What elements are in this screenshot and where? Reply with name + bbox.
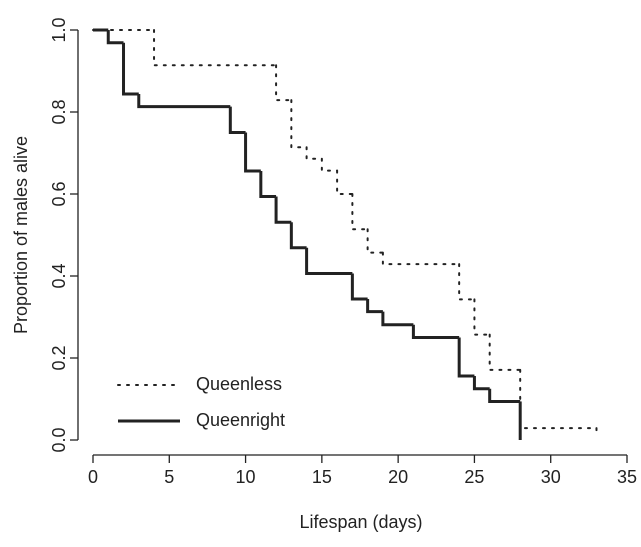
step-segment	[122, 42, 139, 96]
step-segment	[366, 298, 383, 314]
step-segment	[305, 146, 323, 160]
step-segment	[411, 324, 460, 339]
step-segment	[366, 228, 384, 254]
step-segment	[488, 333, 522, 371]
step-segment	[381, 251, 461, 266]
step-segment	[336, 169, 354, 195]
y-tick-label: 0.4	[49, 263, 69, 288]
step-segment	[488, 388, 521, 403]
x-tick-label: 5	[164, 467, 174, 487]
step-segment	[228, 106, 246, 134]
step-segment	[274, 196, 292, 224]
step-segment	[153, 29, 278, 67]
step-segment	[457, 337, 475, 378]
step-segment	[137, 93, 231, 109]
step-segment	[244, 132, 261, 173]
y-tick-label: 1.0	[49, 17, 69, 42]
y-tick-label: 0.8	[49, 99, 69, 124]
y-tick-label: 0.0	[49, 427, 69, 452]
y-tick-label: 0.6	[49, 181, 69, 206]
x-tick-label: 15	[312, 467, 332, 487]
x-tick-label: 30	[541, 467, 561, 487]
step-segment	[381, 311, 414, 327]
step-segment	[259, 171, 277, 198]
step-segment	[473, 298, 491, 336]
step-segment	[320, 157, 339, 172]
x-tick-label: 10	[236, 467, 256, 487]
x-axis-label: Lifespan (days)	[299, 512, 422, 532]
y-axis-label: Proportion of males alive	[11, 136, 31, 334]
x-tick-label: 35	[617, 467, 637, 487]
step-segment	[305, 247, 353, 276]
legend-label: Queenless	[196, 374, 282, 394]
x-tick-label: 25	[464, 467, 484, 487]
step-segment	[351, 193, 369, 231]
x-tick-label: 0	[88, 467, 98, 487]
step-segment	[275, 64, 293, 102]
step-segment	[519, 368, 598, 430]
step-segment	[290, 99, 308, 149]
step-segment	[289, 222, 307, 250]
x-tick-label: 20	[388, 467, 408, 487]
y-tick-label: 0.2	[49, 345, 69, 370]
step-segment	[106, 30, 124, 45]
legend-label: Queenright	[196, 410, 285, 430]
step-segment	[458, 263, 476, 301]
step-segment	[350, 273, 368, 301]
step-segment	[472, 376, 490, 391]
